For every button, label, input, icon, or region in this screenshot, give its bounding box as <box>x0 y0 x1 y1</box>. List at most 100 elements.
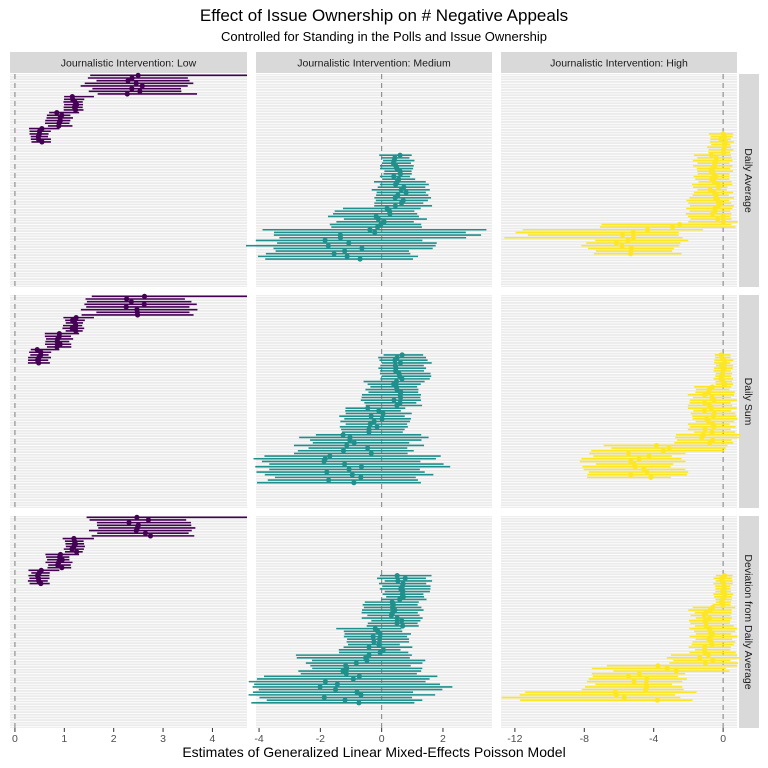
estimate-point <box>129 75 135 81</box>
panel-background <box>256 74 492 287</box>
estimate-point <box>387 211 393 217</box>
estimate-point <box>709 211 716 217</box>
row-strip-label-dev: Deviation from Daily Average <box>742 554 754 689</box>
estimate-point <box>358 464 365 470</box>
estimate-point <box>364 445 371 451</box>
column-strip-label-medium: Journalistic Intervention: Medium <box>297 58 451 70</box>
estimate-point <box>400 594 406 600</box>
estimate-point <box>73 323 79 329</box>
estimate-point <box>394 573 400 579</box>
estimate-point <box>135 312 141 318</box>
estimate-point <box>344 253 350 259</box>
estimate-point <box>358 692 364 698</box>
estimate-point <box>322 237 328 244</box>
estimate-point <box>392 357 398 363</box>
estimate-point <box>69 546 75 552</box>
estimate-point <box>619 232 626 238</box>
estimate-point <box>392 195 398 201</box>
estimate-point <box>397 171 404 177</box>
estimate-point <box>722 133 728 140</box>
panel-high-avg <box>501 74 738 287</box>
estimate-point <box>56 123 62 129</box>
estimate-point <box>344 665 350 671</box>
estimate-point <box>394 620 400 626</box>
estimate-point <box>631 679 637 685</box>
estimate-point <box>636 671 642 677</box>
x-tick-label: 0 <box>12 733 18 745</box>
row-strip-label-avg: Daily Average <box>742 148 754 213</box>
column-strip-medium <box>256 52 492 73</box>
estimate-point <box>371 639 377 645</box>
estimate-point <box>354 689 360 695</box>
estimate-point <box>660 448 666 454</box>
estimate-point <box>664 665 670 671</box>
column-strip-label-high: Journalistic Intervention: High <box>550 58 688 70</box>
panel-high-sum <box>501 295 741 508</box>
estimate-point <box>376 408 382 414</box>
estimate-point <box>126 520 132 526</box>
panel-medium-sum <box>253 295 492 508</box>
estimate-point <box>36 360 42 366</box>
estimate-point <box>712 173 719 180</box>
estimate-point <box>366 429 372 435</box>
facet-panels: Journalistic Intervention: Low 0 1 2 3 4 Journ… <box>10 52 759 745</box>
estimate-point <box>394 615 400 621</box>
x-tick-label: 0 <box>379 733 385 745</box>
estimate-point <box>365 405 371 411</box>
estimate-point <box>655 663 661 669</box>
estimate-point <box>632 464 638 470</box>
estimate-point <box>391 173 397 180</box>
estimate-point <box>709 429 715 435</box>
estimate-point <box>707 440 713 446</box>
estimate-point <box>722 381 728 387</box>
estimate-point <box>666 445 672 451</box>
estimate-point <box>351 440 357 446</box>
estimate-point <box>135 72 141 78</box>
x-tick-label: 4 <box>210 733 216 745</box>
estimate-point <box>141 301 147 307</box>
estimate-point <box>398 200 405 206</box>
estimate-point <box>628 472 634 478</box>
estimate-point <box>147 533 154 539</box>
estimate-point <box>59 565 65 571</box>
estimate-point <box>370 633 376 640</box>
estimate-point <box>644 676 650 682</box>
estimate-point <box>342 461 348 467</box>
estimate-point <box>630 229 636 236</box>
estimate-point <box>350 676 356 682</box>
panel-background <box>501 74 737 287</box>
x-tick-label: 3 <box>160 733 166 745</box>
estimate-point <box>701 408 708 414</box>
estimate-point <box>367 421 373 427</box>
estimate-point <box>137 88 143 94</box>
estimate-point <box>340 448 347 454</box>
estimate-point <box>718 136 724 142</box>
panel-medium-dev <box>248 516 492 728</box>
estimate-point <box>394 386 400 393</box>
estimate-point <box>346 466 352 472</box>
x-axis-title: Estimates of Generalized Linear Mixed-Ef… <box>182 744 565 760</box>
estimate-point <box>630 235 636 241</box>
panel-background <box>10 74 247 287</box>
estimate-point <box>670 224 676 230</box>
estimate-point <box>397 360 404 366</box>
estimate-point <box>358 474 364 480</box>
estimate-point <box>73 328 79 334</box>
estimate-point <box>374 224 381 230</box>
estimate-point <box>74 549 80 555</box>
estimate-point <box>72 107 79 113</box>
estimate-point <box>654 697 661 703</box>
estimate-point <box>342 248 348 254</box>
estimate-point <box>398 187 404 193</box>
estimate-point <box>403 189 409 196</box>
estimate-point <box>368 450 374 457</box>
estimate-point <box>625 237 631 244</box>
panel-low-dev <box>10 514 247 728</box>
estimate-point <box>646 453 652 459</box>
estimate-point <box>322 679 328 685</box>
estimate-point <box>707 187 713 193</box>
estimate-point <box>710 657 716 664</box>
estimate-point <box>710 413 717 419</box>
estimate-point <box>344 442 350 449</box>
estimate-point <box>715 216 721 222</box>
